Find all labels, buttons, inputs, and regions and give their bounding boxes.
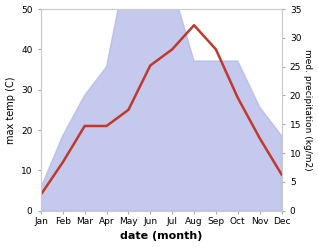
Y-axis label: med. precipitation (kg/m2): med. precipitation (kg/m2) [303,49,313,171]
Y-axis label: max temp (C): max temp (C) [5,76,16,144]
X-axis label: date (month): date (month) [120,231,203,242]
